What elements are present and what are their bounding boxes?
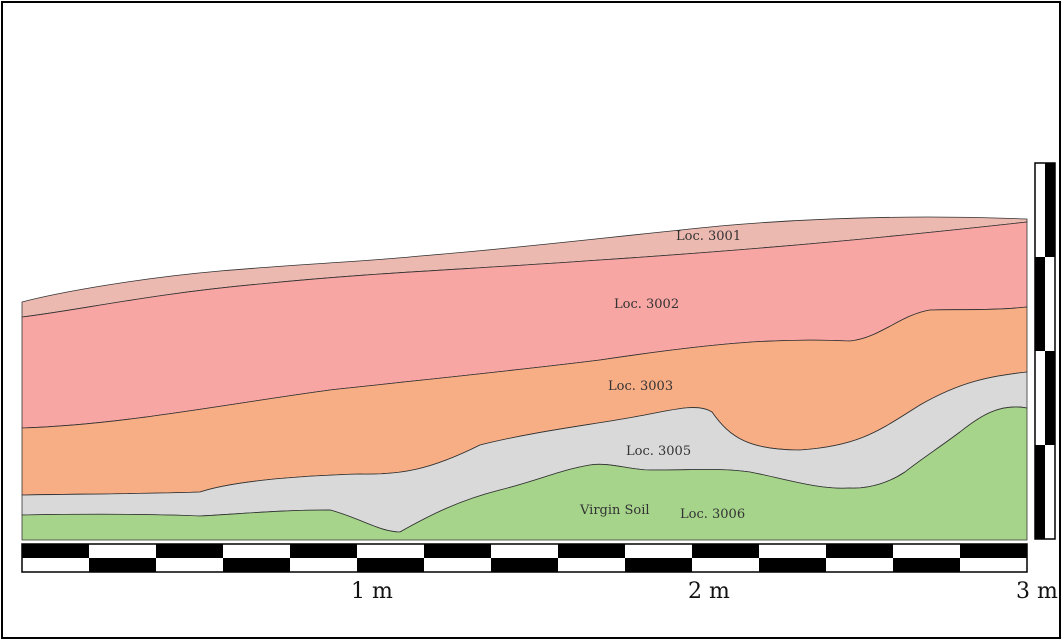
scale-segment bbox=[89, 558, 156, 572]
scale-segment bbox=[491, 558, 558, 572]
label-loc-3001: Loc. 3001 bbox=[676, 229, 741, 244]
layers bbox=[21, 216, 1028, 541]
scale-segment bbox=[357, 558, 424, 572]
scale-segment bbox=[625, 558, 692, 572]
scale-segment bbox=[558, 544, 625, 558]
scale-segment bbox=[22, 544, 89, 558]
scale-segment bbox=[156, 544, 223, 558]
layer-loc-3006 bbox=[21, 406, 1028, 541]
scale-segment bbox=[1045, 163, 1055, 257]
label-virgin-soil: Virgin Soil bbox=[579, 503, 650, 518]
scale-labels: 1 m 2 m 3 m bbox=[351, 579, 1058, 604]
scale-segment bbox=[223, 558, 290, 572]
scale-segment bbox=[1035, 445, 1045, 539]
label-loc-3006: Loc. 3006 bbox=[680, 507, 745, 522]
horizontal-scale-bar bbox=[21, 543, 1028, 573]
label-loc-3002: Loc. 3002 bbox=[614, 297, 679, 312]
scale-segment bbox=[290, 544, 357, 558]
scale-label-1m: 1 m bbox=[351, 579, 393, 604]
layer-labels: Loc. 3001 Loc. 3002 Loc. 3003 Loc. 3005 … bbox=[579, 229, 745, 522]
vertical-scale-bar bbox=[1034, 162, 1056, 540]
scale-label-3m: 3 m bbox=[1016, 579, 1058, 604]
label-loc-3005: Loc. 3005 bbox=[626, 444, 691, 459]
scale-segment bbox=[424, 544, 491, 558]
scale-segment bbox=[1035, 257, 1045, 351]
scale-segment bbox=[960, 544, 1027, 558]
scale-segment bbox=[759, 558, 826, 572]
scale-label-2m: 2 m bbox=[688, 579, 730, 604]
scale-segment bbox=[692, 544, 759, 558]
scale-segment bbox=[826, 544, 893, 558]
scale-segment bbox=[1045, 351, 1055, 445]
scale-segment bbox=[893, 558, 960, 572]
label-loc-3003: Loc. 3003 bbox=[608, 379, 673, 394]
